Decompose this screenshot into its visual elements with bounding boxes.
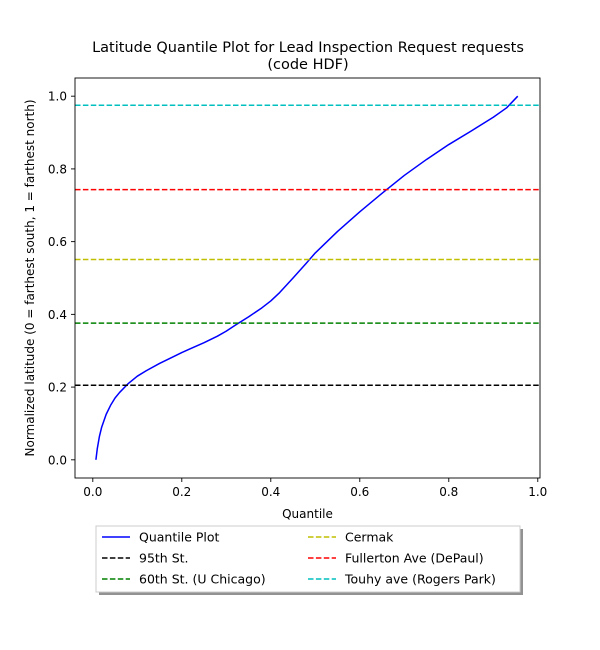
- legend-label-touhy-ave-rogers-park: Touhy ave (Rogers Park): [344, 572, 496, 587]
- x-tick-label: 0.4: [261, 485, 280, 499]
- legend: Quantile Plot 95th St. 60th St. (U Chicago…: [95, 525, 523, 595]
- chart-title-line-2: (code HDF): [267, 57, 348, 73]
- y-tick-label: 0.2: [48, 381, 67, 395]
- series-line-quantile-plot: [95, 95, 519, 460]
- x-tick-label: 0.8: [439, 485, 458, 499]
- x-tick-label: 1.0: [528, 485, 547, 499]
- y-tick-label: 0.6: [48, 235, 67, 249]
- legend-label-60th-st-u-chicago: 60th St. (U Chicago): [139, 572, 266, 587]
- y-axis-label: Normalized latitude (0 = farthest south,…: [23, 100, 37, 457]
- x-axis-label: Quantile: [282, 507, 333, 521]
- x-tick-label: 0.2: [172, 485, 191, 499]
- legend-label-fullerton-ave-depaul: Fullerton Ave (DePaul): [345, 551, 484, 566]
- legend-label-cermak: Cermak: [345, 530, 394, 545]
- plot-area: [75, 95, 540, 460]
- axes-frame: [74, 77, 541, 479]
- x-tick-label: 0.0: [83, 485, 102, 499]
- chart-title-line-1: Latitude Quantile Plot for Lead Inspecti…: [92, 40, 524, 56]
- chart-title: Latitude Quantile Plot for Lead Inspecti…: [92, 40, 524, 73]
- y-tick-label: 0.8: [48, 162, 67, 176]
- legend-label-95th-st: 95th St.: [139, 551, 189, 566]
- y-tick-label: 0.4: [48, 308, 67, 322]
- legend-label-quantile-plot: Quantile Plot: [139, 530, 220, 545]
- y-tick-label: 0.0: [48, 453, 67, 467]
- y-tick-label: 1.0: [48, 90, 67, 104]
- x-tick-label: 0.6: [350, 485, 369, 499]
